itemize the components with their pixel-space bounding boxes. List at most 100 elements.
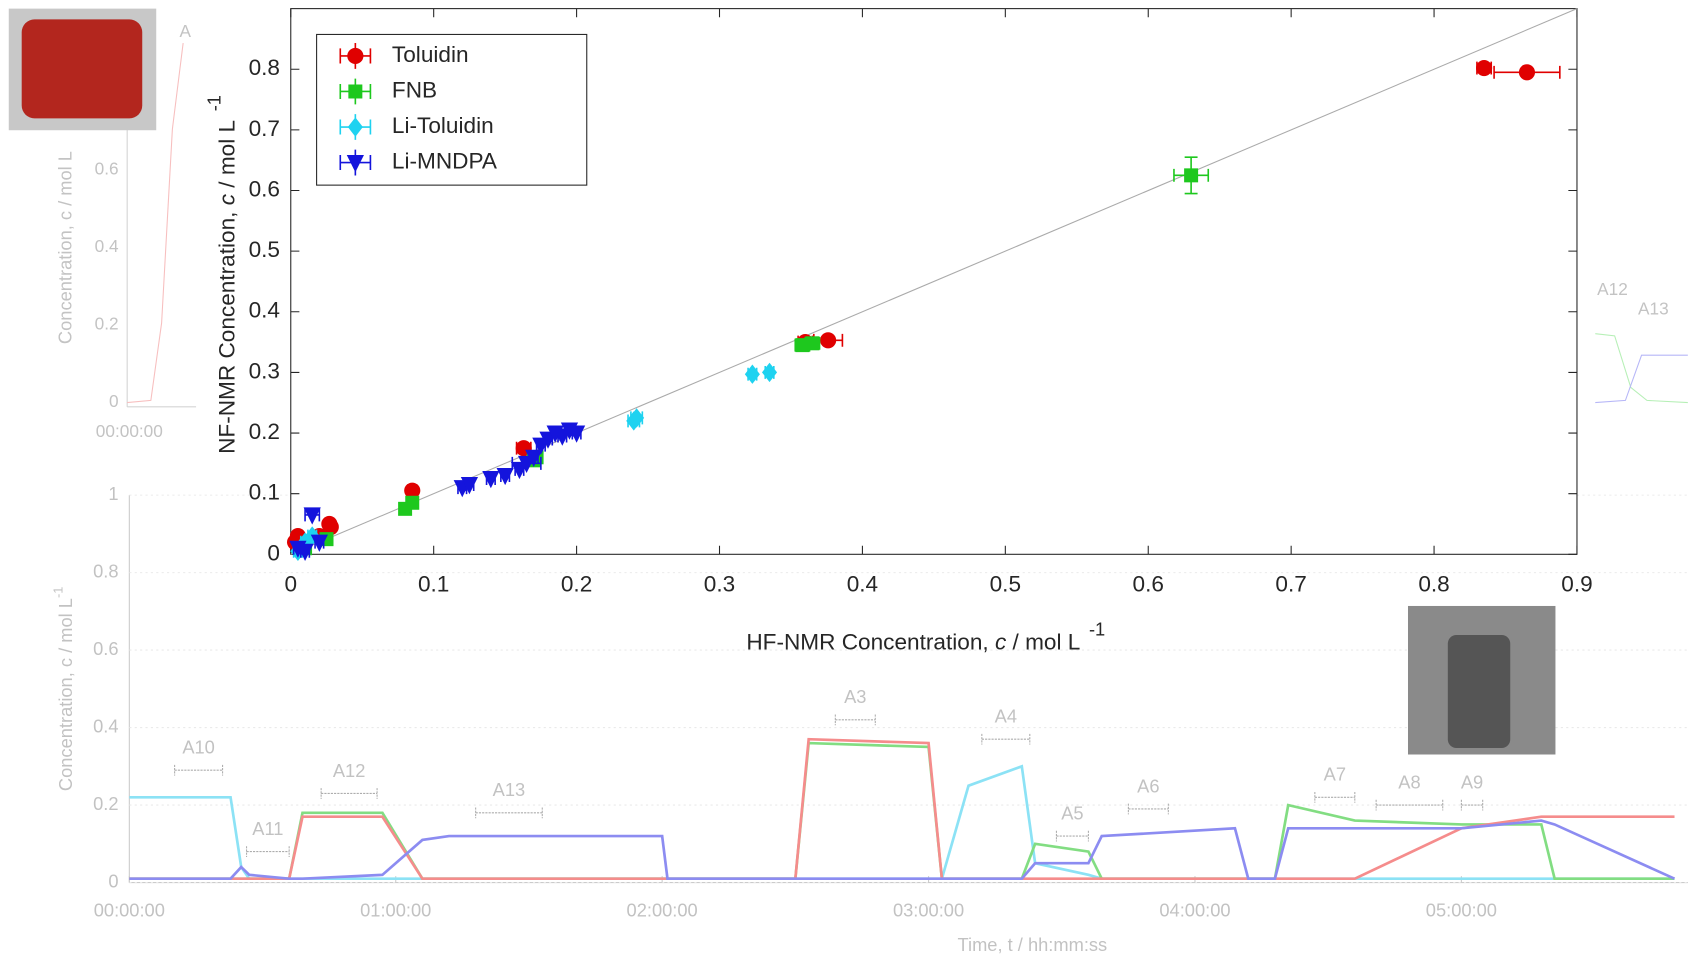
x-tick-label: 0.7 [1275, 571, 1306, 596]
marker [310, 534, 328, 552]
marker [496, 467, 514, 486]
fragment-tick-label: 0.4 [95, 236, 119, 256]
y-tick-label: 1 [108, 483, 118, 504]
marker [346, 154, 364, 173]
y-tick-label: 0.6 [249, 176, 280, 201]
series-line [129, 819, 1676, 881]
marker [347, 47, 364, 65]
x-axis-label: Time, t / hh:mm:ss [958, 934, 1108, 955]
annotation-label: A13 [493, 779, 526, 800]
y-tick-label: 0.3 [249, 358, 280, 383]
y-tick-label: 0.8 [249, 55, 280, 80]
marker [525, 449, 543, 467]
x-tick-label: 0.3 [704, 571, 735, 596]
y-tick-label: 0.5 [249, 237, 280, 262]
fragment-tick-label: 0.6 [95, 159, 119, 179]
main-chart: 0 0.1 0.2 0.3 0.4 0.5 0.6 0.7 0.8 0.9 0 0.1 0.2 0.3 0.… [203, 8, 1593, 655]
annotation-label: A7 [1324, 764, 1346, 785]
annotation-label: A10 [182, 737, 215, 758]
annotation-bracket [1314, 791, 1356, 803]
legend-label: FNB [392, 77, 437, 102]
x-tick-label: 00:00:00 [94, 899, 165, 920]
axis-label-part: c [214, 193, 239, 205]
marker [321, 515, 338, 533]
x-tick-label: 05:00:00 [1426, 899, 1497, 920]
marker [404, 482, 421, 499]
y-tick-label: 0 [108, 870, 118, 891]
y-tick-label: 0.2 [93, 793, 118, 814]
marker [1476, 59, 1493, 77]
axis-label-part: HF-NMR Concentration, [746, 630, 995, 655]
axis-label-part: c [995, 630, 1007, 655]
annotation-bracket [1460, 799, 1484, 811]
annotation-bracket [246, 846, 290, 857]
marker [1184, 168, 1199, 183]
faded-line [1595, 354, 1688, 404]
marker [744, 364, 760, 384]
faded-line [127, 42, 184, 404]
x-tick-label: 0.8 [1418, 571, 1449, 596]
y-tick-label: 0.4 [93, 715, 118, 736]
marker [482, 470, 500, 489]
magnet-photo [1447, 635, 1511, 749]
faded-line [1595, 333, 1688, 404]
marker [296, 543, 314, 561]
x-tick-label: 0 [284, 571, 297, 596]
fragment-tick-label: 00:00:00 [96, 421, 163, 441]
y-axis-label-part: -1 [51, 587, 66, 598]
annotation-label: A9 [1461, 771, 1483, 792]
y-tick-label: 0.7 [249, 116, 280, 141]
y-axis-label: NF-NMR Concentration, c / mol L -1 [203, 95, 239, 454]
annotation-bracket [1375, 799, 1444, 811]
y-tick-label: 0.2 [249, 419, 280, 444]
legend-label: Toluidin [392, 42, 469, 67]
x-tick-label: 0.1 [418, 571, 449, 596]
annotation-bracket [834, 714, 876, 726]
annotation-label: A8 [1398, 771, 1420, 792]
y-tick-label: 0.4 [249, 298, 280, 323]
x-tick-label: 03:00:00 [893, 899, 964, 920]
marker [405, 495, 420, 510]
background-fragments: 0 0.2 0.4 0.6 00:00:00 Concentration, c / mol… [55, 21, 1688, 441]
x-tick-label: 0.2 [561, 571, 592, 596]
annotation-label: A11 [252, 818, 283, 839]
axis-label-part: / mol L [214, 120, 239, 194]
legend-label: Li-MNDPA [392, 148, 498, 173]
annotation-label: A5 [1061, 802, 1083, 823]
y-tick-label: 0.1 [249, 480, 280, 505]
fragment-tick-label: 0.2 [95, 314, 119, 334]
legend-label: Li-Toluidin [392, 113, 494, 138]
x-tick-label: 04:00:00 [1159, 899, 1230, 920]
fragment-annotation: A13 [1638, 299, 1669, 319]
annotation-bracket [981, 733, 1031, 745]
annotation-label: A12 [333, 760, 366, 781]
identity-line [290, 8, 1578, 555]
fragment-tick-label: 0 [109, 391, 119, 411]
marker [820, 332, 837, 349]
fragment-axis-label: Concentration, c / mol L [55, 151, 76, 344]
x-tick-label: 02:00:00 [627, 899, 698, 920]
x-tick-label: 0.5 [990, 571, 1021, 596]
annotation-bracket [1127, 803, 1169, 815]
annotation-label: A4 [995, 706, 1017, 727]
annotation-bracket [174, 764, 224, 776]
y-axis-label-part: Concentration, c / mol L [55, 598, 76, 791]
series-line [129, 737, 1675, 881]
x-tick-label: 0.6 [1133, 571, 1164, 596]
annotation-label: A3 [844, 686, 866, 707]
annotation-label: A6 [1137, 775, 1159, 796]
annotation-bracket [320, 788, 378, 799]
marker [460, 477, 479, 495]
marker [348, 84, 363, 99]
axis-label-part: -1 [1089, 619, 1105, 640]
axis-label-part: / mol L [1006, 630, 1080, 655]
y-axis-label: Concentration, c / mol L-1 [51, 587, 76, 792]
axis-label-part: -1 [203, 95, 224, 111]
fragment-annotation: A12 [1597, 279, 1628, 299]
axis-label-part: NF-NMR Concentration, [214, 205, 239, 454]
annotation-bracket [1055, 830, 1089, 842]
marker [567, 425, 586, 443]
marker [805, 336, 820, 351]
